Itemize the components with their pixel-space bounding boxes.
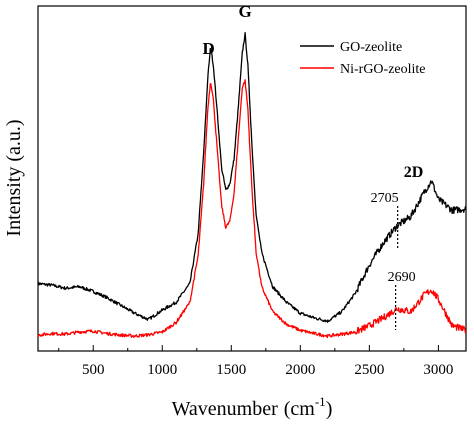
x-tick-label: 1000 — [147, 362, 177, 378]
x-axis-label: Wavenumber (cm-1) — [172, 394, 333, 420]
peak-label-d: D — [202, 39, 214, 58]
peak-position-2690: 2690 — [388, 270, 416, 285]
x-tick-label: 500 — [82, 362, 105, 378]
x-tick-label: 2500 — [354, 362, 384, 378]
x-axis-label-superscript: -1 — [315, 394, 326, 409]
peak-label-2d: 2D — [404, 164, 424, 181]
peak-label-g: G — [238, 2, 251, 21]
series-line-go-zeolite — [37, 31, 467, 323]
x-axis-label-name: Wavenumber — [172, 398, 278, 420]
x-axis-ticks: 500 1000 1500 2000 2500 3000 — [58, 345, 453, 378]
x-tick-label: 3000 — [423, 362, 453, 378]
legend-label-go-zeolite: GO-zeolite — [340, 40, 402, 55]
series-line-ni-rgo-zeolite — [37, 79, 467, 339]
x-axis-label-unit: (cm — [284, 398, 316, 420]
y-axis-label: Intensity (a.u.) — [3, 119, 25, 236]
x-axis-label-close: ) — [326, 398, 333, 420]
x-tick-label: 1500 — [216, 362, 246, 378]
peak-position-2705: 2705 — [371, 191, 399, 206]
x-tick-label: 2000 — [285, 362, 315, 378]
plot-frame — [37, 5, 467, 352]
legend-label-ni-rgo-zeolite: Ni-rGO-zeolite — [340, 62, 426, 77]
legend: GO-zeolite Ni-rGO-zeolite — [300, 40, 426, 77]
